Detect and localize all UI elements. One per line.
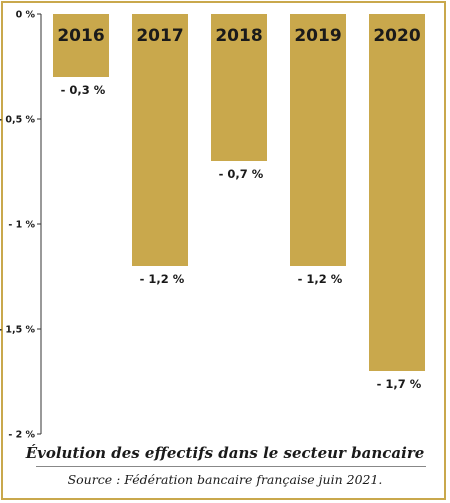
y-tick-label: - 2 % [8, 430, 35, 441]
bars [53, 14, 425, 371]
bar-2019 [290, 14, 346, 266]
y-tick-label: - 1 % [8, 220, 35, 231]
bar-2020 [369, 14, 425, 371]
y-tick-label: - 1,5 % [0, 325, 35, 336]
chart-title: Évolution des effectifs dans le secteur … [25, 444, 425, 462]
category-label-2019: 2019 [294, 26, 341, 46]
category-label-2017: 2017 [136, 26, 183, 46]
y-tick-label: 0 % [16, 10, 36, 21]
data-label-2017: - 1,2 % [140, 272, 185, 286]
bar-2018 [211, 14, 267, 161]
y-tick-label: - 0,5 % [0, 115, 35, 126]
data-label-2016: - 0,3 % [61, 83, 106, 97]
chart-source: Source : Fédération bancaire française j… [67, 472, 383, 487]
data-label-2018: - 0,7 % [219, 167, 264, 181]
y-axis-ticks: 0 % - 0,5 % - 1 % - 1,5 % - 2 % [0, 10, 41, 441]
bar-2016 [53, 14, 109, 77]
data-label-2020: - 1,7 % [377, 377, 422, 391]
category-label-2018: 2018 [215, 26, 262, 46]
bar-2017 [132, 14, 188, 266]
bar-labels: 2016 - 0,3 % 2017 - 1,2 % 2018 - 0,7 % 2019 - 1… [57, 26, 421, 391]
bar-chart: 0 %- 0,5 %- 1 %- 1,5 %- 2 % 2016- 0,3 %2… [0, 10, 425, 441]
category-label-2016: 2016 [57, 26, 104, 46]
data-label-2019: - 1,2 % [298, 272, 343, 286]
title-divider [36, 466, 426, 467]
category-label-2020: 2020 [373, 26, 420, 46]
